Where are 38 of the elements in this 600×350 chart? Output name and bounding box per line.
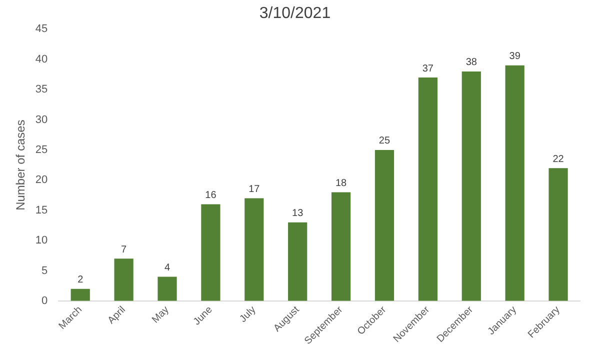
y-tick-label: 35 (35, 84, 48, 96)
bar (374, 150, 394, 301)
data-label: 25 (378, 136, 390, 147)
x-tick-label: May (150, 304, 172, 326)
data-label: 37 (422, 63, 434, 74)
y-tick-label: 0 (42, 294, 48, 307)
x-tick-label: July (238, 304, 258, 325)
data-label: 39 (509, 51, 521, 62)
data-label: 16 (205, 190, 217, 202)
y-axis-title: Number of cases (14, 120, 28, 210)
data-label: 2 (78, 274, 84, 286)
data-label: 38 (466, 57, 478, 68)
data-label: 18 (335, 178, 348, 189)
bar (244, 198, 264, 301)
data-label: 22 (552, 154, 564, 165)
y-tick-label: 40 (35, 53, 48, 66)
bar (288, 222, 308, 301)
bar (114, 258, 134, 301)
data-label: 7 (121, 244, 128, 256)
y-tick-label: 30 (35, 114, 48, 126)
y-tick-label: 25 (35, 144, 48, 156)
bar (70, 288, 90, 301)
bar (548, 168, 568, 301)
y-tick-label: 20 (35, 174, 48, 186)
bar (462, 71, 481, 301)
bar (201, 204, 220, 301)
bar (505, 65, 524, 301)
data-label: 17 (248, 184, 260, 196)
y-tick-label: 15 (35, 204, 48, 216)
data-label: 13 (292, 208, 304, 220)
bar (331, 192, 351, 301)
y-tick-label: 10 (35, 234, 48, 247)
y-tick-label: 5 (42, 264, 48, 277)
y-tick-label: 45 (35, 23, 48, 36)
data-label: 4 (164, 262, 170, 274)
bar (158, 276, 177, 301)
bar (418, 78, 438, 301)
chart-title: 3/10/2021 (259, 5, 331, 22)
